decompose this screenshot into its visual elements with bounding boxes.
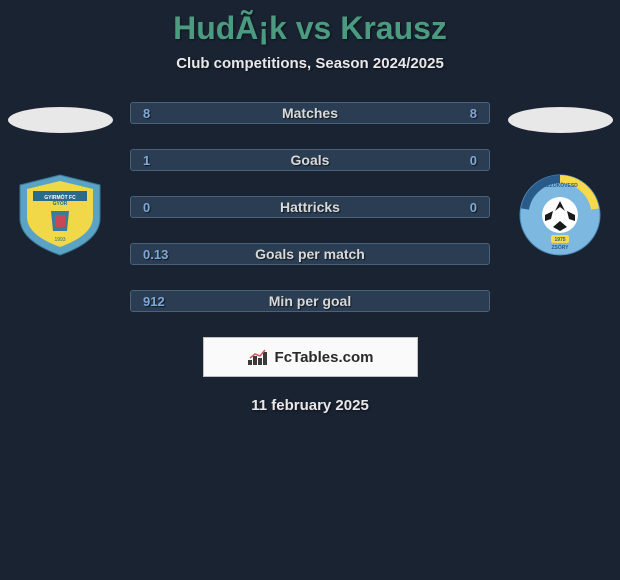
logo-box[interactable]: FcTables.com (203, 337, 418, 377)
page-title: HudÃ¡k vs Krausz (173, 10, 447, 47)
stats-column: 8 Matches 8 1 Goals 0 0 Hattricks 0 0.13… (120, 102, 500, 312)
club-badge-left: GYIRMÓT FC GYŐR 1993 (15, 173, 105, 258)
stat-label: Matches (282, 105, 338, 121)
chart-icon (247, 348, 269, 366)
stat-left-value: 912 (143, 294, 165, 309)
stat-right-value: 0 (470, 153, 477, 168)
svg-text:MEZŐKÖVESD: MEZŐKÖVESD (542, 182, 578, 189)
date-text: 11 february 2025 (251, 397, 369, 414)
stat-left-value: 0 (143, 200, 150, 215)
stat-left-value: 8 (143, 106, 150, 121)
stat-label: Hattricks (280, 199, 340, 215)
stat-label: Goals (291, 152, 330, 168)
stat-bar-matches: 8 Matches 8 (130, 102, 490, 124)
svg-text:1975: 1975 (554, 237, 565, 243)
club-badge-right: MEZŐKÖVESD ZSÓRY 1975 (515, 173, 605, 258)
stat-left-value: 0.13 (143, 247, 168, 262)
right-column: MEZŐKÖVESD ZSÓRY 1975 (500, 102, 620, 258)
stat-right-value: 0 (470, 200, 477, 215)
svg-text:GYŐR: GYŐR (53, 200, 68, 207)
stat-bar-min-per-goal: 912 Min per goal (130, 290, 490, 312)
stat-left-value: 1 (143, 153, 150, 168)
logo-inner: FcTables.com (247, 348, 374, 366)
footer: FcTables.com 11 february 2025 (203, 337, 418, 414)
player-oval-left (8, 107, 113, 133)
svg-text:GYIRMÓT FC: GYIRMÓT FC (44, 193, 76, 201)
logo-text: FcTables.com (275, 349, 374, 366)
content-row: GYIRMÓT FC GYŐR 1993 8 Matches 8 1 Goals… (0, 102, 620, 312)
subtitle: Club competitions, Season 2024/2025 (176, 55, 444, 72)
stat-bar-goals: 1 Goals 0 (130, 149, 490, 171)
stat-right-value: 8 (470, 106, 477, 121)
svg-text:ZSÓRY: ZSÓRY (551, 243, 569, 251)
left-column: GYIRMÓT FC GYŐR 1993 (0, 102, 120, 258)
player-oval-right (508, 107, 613, 133)
stat-label: Goals per match (255, 246, 365, 262)
svg-text:1993: 1993 (54, 237, 65, 243)
stat-bar-hattricks: 0 Hattricks 0 (130, 196, 490, 218)
stat-label: Min per goal (269, 293, 351, 309)
stat-bar-goals-per-match: 0.13 Goals per match (130, 243, 490, 265)
